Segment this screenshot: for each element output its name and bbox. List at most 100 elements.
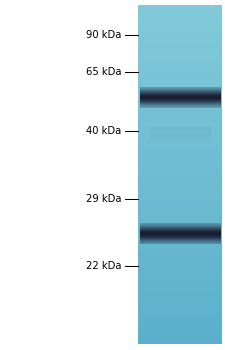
Bar (138, 80, 222, 81)
Bar (138, 338, 222, 339)
Bar (138, 313, 222, 314)
Bar (138, 223, 222, 224)
Bar (138, 160, 222, 161)
Bar (138, 117, 222, 118)
Bar (138, 6, 222, 7)
Bar (138, 266, 222, 267)
Bar (138, 323, 222, 324)
Bar (138, 234, 222, 236)
Bar (138, 56, 222, 57)
Bar (138, 89, 222, 90)
Bar (138, 314, 222, 315)
Bar (138, 133, 222, 134)
Bar (138, 205, 222, 206)
Bar (138, 15, 222, 16)
Bar (138, 75, 222, 76)
Bar (138, 251, 222, 252)
Bar (138, 168, 222, 169)
Bar (138, 96, 222, 97)
Bar (138, 10, 222, 11)
Bar (138, 14, 222, 15)
Bar (138, 302, 222, 303)
Bar (138, 113, 222, 115)
Bar (138, 100, 222, 101)
Bar (138, 107, 222, 108)
Bar (138, 191, 222, 193)
Bar (138, 50, 222, 51)
Bar (138, 259, 222, 260)
Bar (138, 140, 222, 141)
Bar (138, 228, 222, 229)
Bar (138, 22, 222, 23)
Bar (138, 13, 222, 14)
Bar (138, 26, 222, 27)
Bar (138, 336, 222, 337)
Bar (138, 12, 222, 13)
Bar (138, 268, 222, 269)
Bar (138, 41, 222, 42)
Bar (138, 145, 222, 146)
Bar (138, 54, 222, 55)
Bar (138, 81, 222, 82)
Bar (138, 212, 222, 213)
Bar (138, 198, 222, 199)
Bar (138, 155, 222, 156)
Bar (138, 229, 222, 230)
Bar (138, 181, 222, 182)
Bar (138, 320, 222, 321)
Bar (138, 216, 222, 217)
Bar (138, 221, 222, 222)
Bar (138, 199, 222, 201)
Bar (138, 70, 222, 71)
Bar (138, 203, 222, 204)
Bar (138, 332, 222, 334)
Bar (138, 309, 222, 310)
Bar (138, 102, 222, 103)
Bar (138, 46, 222, 47)
Bar (138, 204, 222, 205)
Bar (138, 18, 222, 19)
Bar (138, 147, 222, 148)
Bar (138, 301, 222, 302)
Bar (138, 23, 222, 25)
Bar (138, 173, 222, 174)
Bar (138, 118, 222, 119)
Bar (138, 32, 222, 34)
Bar (138, 58, 222, 60)
Bar (138, 35, 222, 36)
Bar (138, 284, 222, 285)
Bar (138, 303, 222, 304)
Bar (138, 122, 222, 124)
Bar (138, 55, 222, 56)
Bar (138, 188, 222, 189)
Bar (138, 244, 222, 246)
Bar (138, 119, 222, 120)
Bar (138, 279, 222, 280)
Bar (138, 334, 222, 335)
Bar (138, 159, 222, 160)
Bar (138, 62, 222, 63)
Bar (138, 48, 222, 49)
Bar (138, 304, 222, 305)
Bar (138, 196, 222, 197)
Bar (138, 269, 222, 270)
Bar (138, 238, 222, 239)
Bar (138, 213, 222, 214)
Bar (138, 134, 222, 135)
Bar (138, 121, 222, 122)
Bar (138, 152, 222, 153)
Bar (138, 74, 222, 75)
Bar (138, 272, 222, 273)
Bar (138, 261, 222, 262)
Bar (138, 275, 222, 276)
Bar (138, 31, 222, 32)
Bar (138, 226, 222, 228)
Bar (138, 19, 222, 20)
Bar (138, 258, 222, 259)
Bar (138, 254, 222, 256)
Bar (138, 218, 222, 219)
Bar (138, 66, 222, 67)
Bar (138, 299, 222, 300)
Bar (138, 125, 222, 126)
Bar (138, 91, 222, 92)
